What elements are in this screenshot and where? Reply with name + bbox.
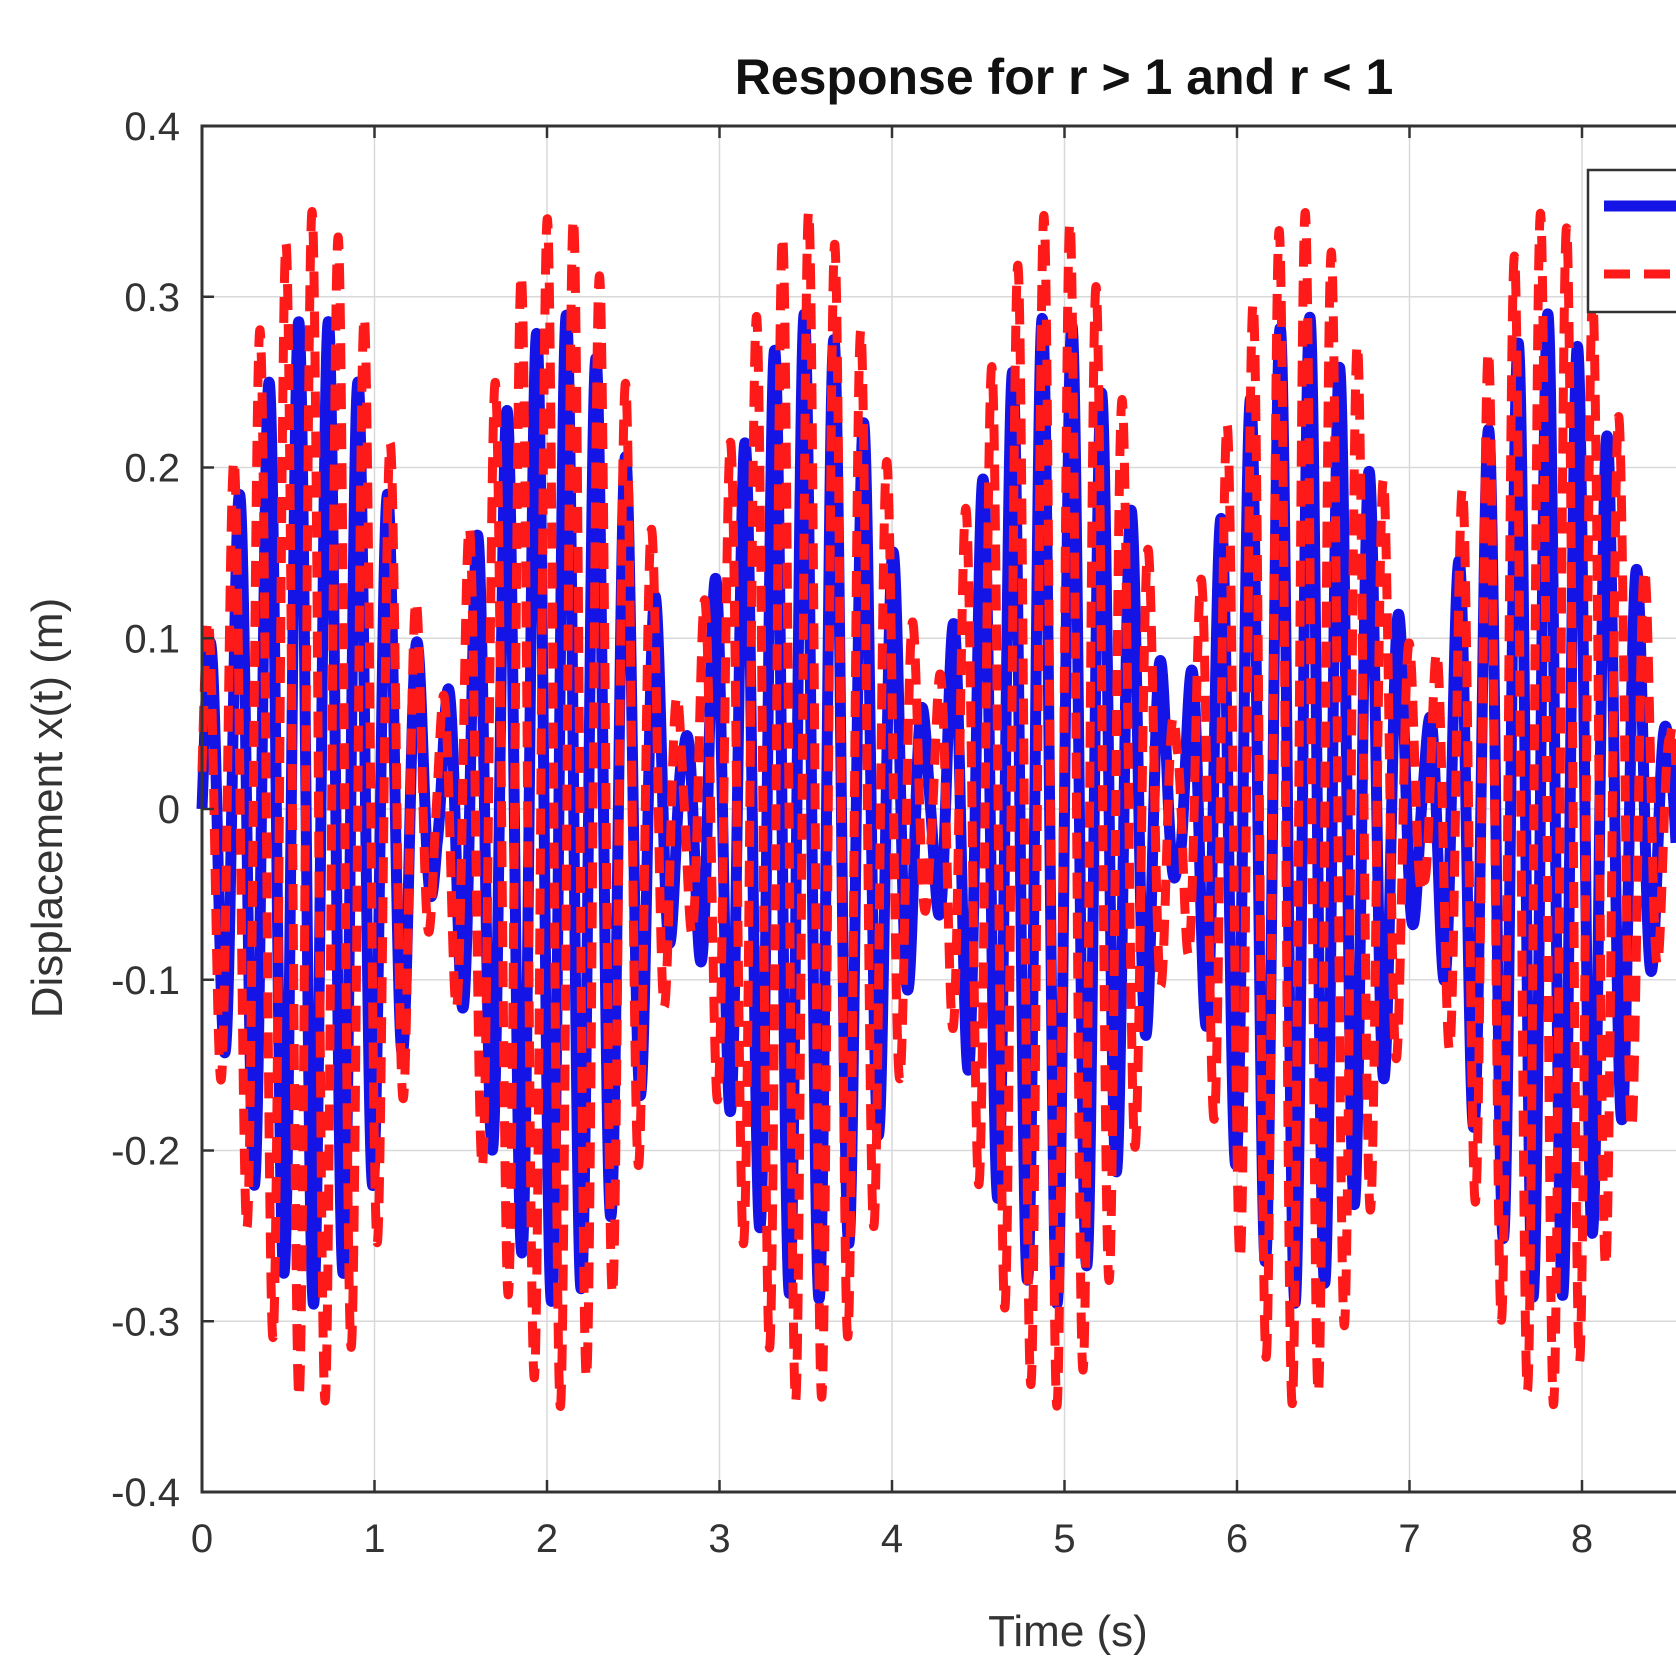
legend-box [1586, 168, 1676, 314]
y-tick-label: -0.4 [111, 1471, 180, 1515]
x-tick-label: 0 [191, 1517, 213, 1561]
x-tick-label: 4 [881, 1517, 903, 1561]
chart-title: Response for r > 1 and r < 1 [735, 49, 1394, 105]
ticks: 0 1 2 3 4 5 6 7 8 0.4 0.3 0.2 0.1 0 -0.1 -0.2 -0.3 -0.4 [111, 105, 1593, 1561]
y-tick-label: 0.3 [124, 276, 180, 320]
x-tick-label: 3 [708, 1517, 730, 1561]
y-tick-label: -0.1 [111, 959, 180, 1003]
y-tick-label: -0.2 [111, 1130, 180, 1174]
series-line-r-less-than-1 [197, 206, 1676, 1411]
x-tick-label: 1 [363, 1517, 385, 1561]
x-tick-label: 2 [536, 1517, 558, 1561]
y-tick-label: 0.1 [124, 617, 180, 661]
y-tick-label: 0 [158, 788, 180, 832]
x-tick-label: 7 [1398, 1517, 1420, 1561]
x-tick-label: 6 [1226, 1517, 1248, 1561]
x-tick-label: 5 [1053, 1517, 1075, 1561]
y-tick-label: -0.3 [111, 1300, 180, 1344]
y-axis-label: Displacement x(t) (m) [23, 598, 72, 1019]
legend [1586, 168, 1676, 314]
series-group [196, 206, 1676, 1411]
x-tick-label: 8 [1571, 1517, 1593, 1561]
y-tick-label: 0.2 [124, 447, 180, 491]
x-axis-label: Time (s) [988, 1607, 1148, 1656]
y-tick-label: 0.4 [124, 105, 180, 149]
